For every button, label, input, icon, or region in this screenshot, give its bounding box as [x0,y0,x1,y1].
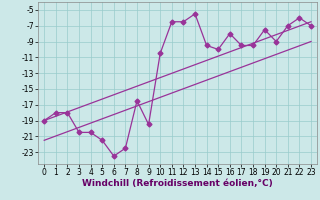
X-axis label: Windchill (Refroidissement éolien,°C): Windchill (Refroidissement éolien,°C) [82,179,273,188]
